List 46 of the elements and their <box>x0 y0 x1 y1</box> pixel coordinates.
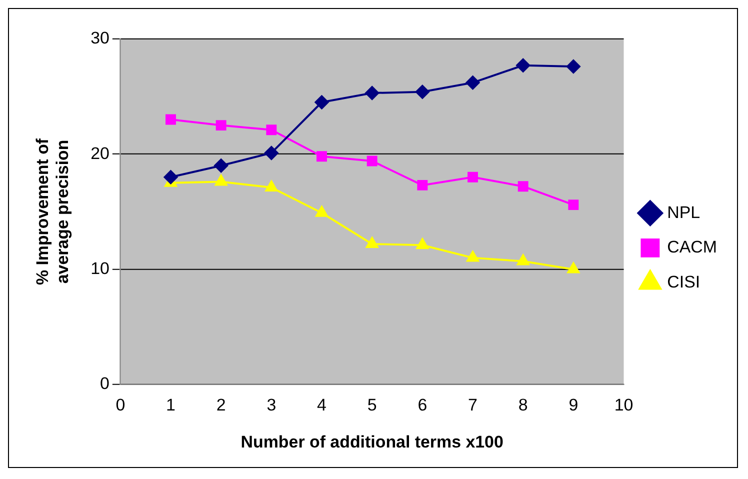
x-tick-label: 7 <box>468 395 478 414</box>
x-tick-label: 9 <box>568 395 578 414</box>
point <box>316 151 327 162</box>
point <box>416 238 429 250</box>
point <box>366 156 378 166</box>
point <box>417 180 428 190</box>
x-tick-label: 5 <box>367 395 377 414</box>
x-tick-label: 2 <box>216 395 226 414</box>
x-axis-title: Number of additional terms x100 <box>240 432 504 452</box>
point <box>166 114 176 125</box>
point <box>164 170 178 184</box>
point <box>466 250 479 262</box>
point <box>567 262 580 274</box>
x-tick-label: 4 <box>317 395 326 414</box>
x-tick-label: 0 <box>116 395 126 414</box>
point <box>266 124 277 136</box>
point <box>316 206 328 217</box>
point <box>216 120 226 131</box>
y-tick-label: 30 <box>90 28 110 48</box>
legend-label: CACM <box>667 238 718 257</box>
point <box>468 172 478 182</box>
point <box>568 200 579 210</box>
point <box>214 158 228 173</box>
point <box>516 58 530 72</box>
point <box>214 174 228 186</box>
point <box>566 60 580 74</box>
x-tick-label: 3 <box>266 395 276 414</box>
point <box>518 181 528 192</box>
y-axis-title: % Improvement of average precision <box>32 138 72 285</box>
y-tick-label: 20 <box>90 144 110 163</box>
y-tick-label: 0 <box>100 374 110 394</box>
point <box>516 254 530 266</box>
x-tick-label: 10 <box>614 395 634 414</box>
point <box>365 86 380 100</box>
x-tick-label: 8 <box>518 395 528 414</box>
point <box>265 180 278 192</box>
y-tick-label: 10 <box>90 259 110 278</box>
point <box>264 146 278 160</box>
legend-label: NPL <box>667 202 700 222</box>
point <box>314 95 329 110</box>
x-tick-label: 1 <box>166 395 176 414</box>
x-tick-label: 6 <box>418 395 428 414</box>
legend-label: CISI <box>667 272 700 292</box>
point <box>466 76 480 90</box>
point <box>415 84 430 99</box>
point <box>366 237 378 248</box>
